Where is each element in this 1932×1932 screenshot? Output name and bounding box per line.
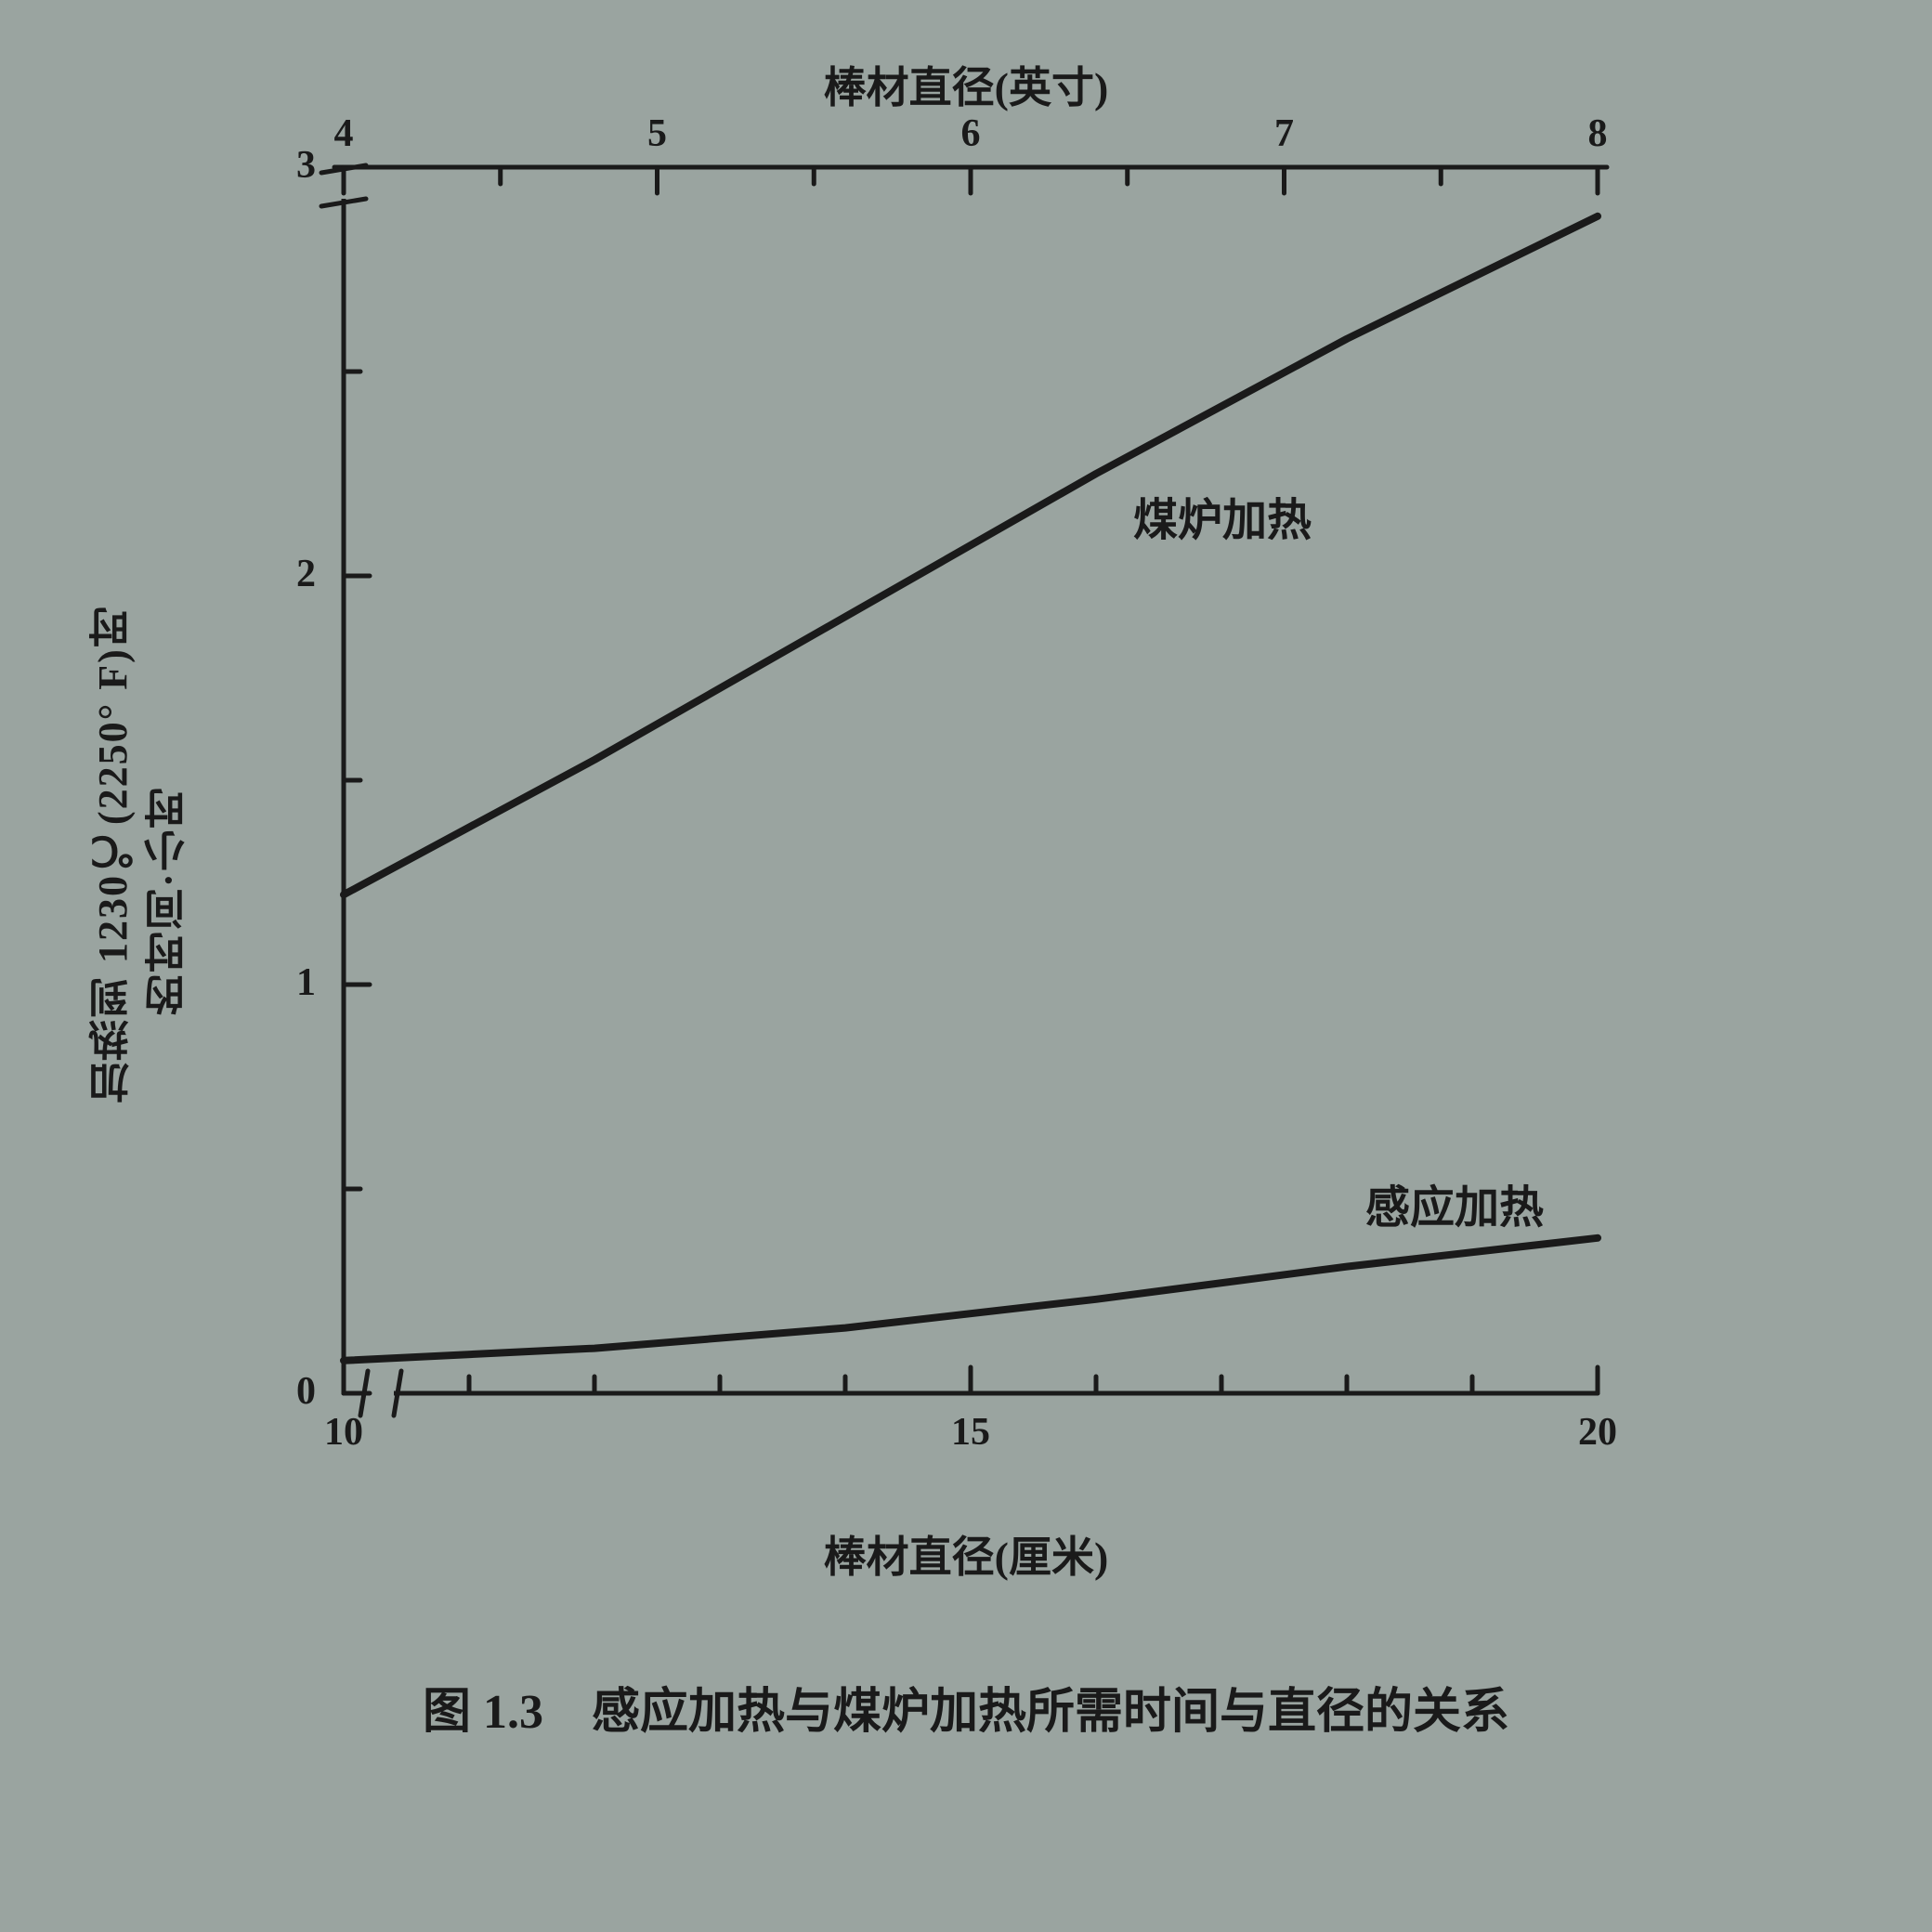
series-line <box>344 216 1598 894</box>
tick-label: 6 <box>915 111 1026 156</box>
tick-label: 1 <box>204 960 316 1005</box>
tick-label: 10 <box>288 1410 399 1455</box>
tick-label: 7 <box>1229 111 1340 156</box>
tick-label: 2 <box>204 552 316 596</box>
tick-label: 8 <box>1542 111 1653 156</box>
series-label-induction: 感应加热 <box>1365 1170 1544 1235</box>
tick-label: 15 <box>915 1410 1026 1455</box>
series-line <box>344 1238 1598 1361</box>
tick-label: 3 <box>204 143 316 188</box>
tick-label: 0 <box>204 1369 316 1414</box>
series-label-coal: 煤炉加热 <box>1133 483 1312 548</box>
tick-label: 20 <box>1542 1410 1653 1455</box>
figure-container: { "figure": { "type": "line", "backgroun… <box>0 0 1932 1932</box>
tick-label: 5 <box>602 111 713 156</box>
